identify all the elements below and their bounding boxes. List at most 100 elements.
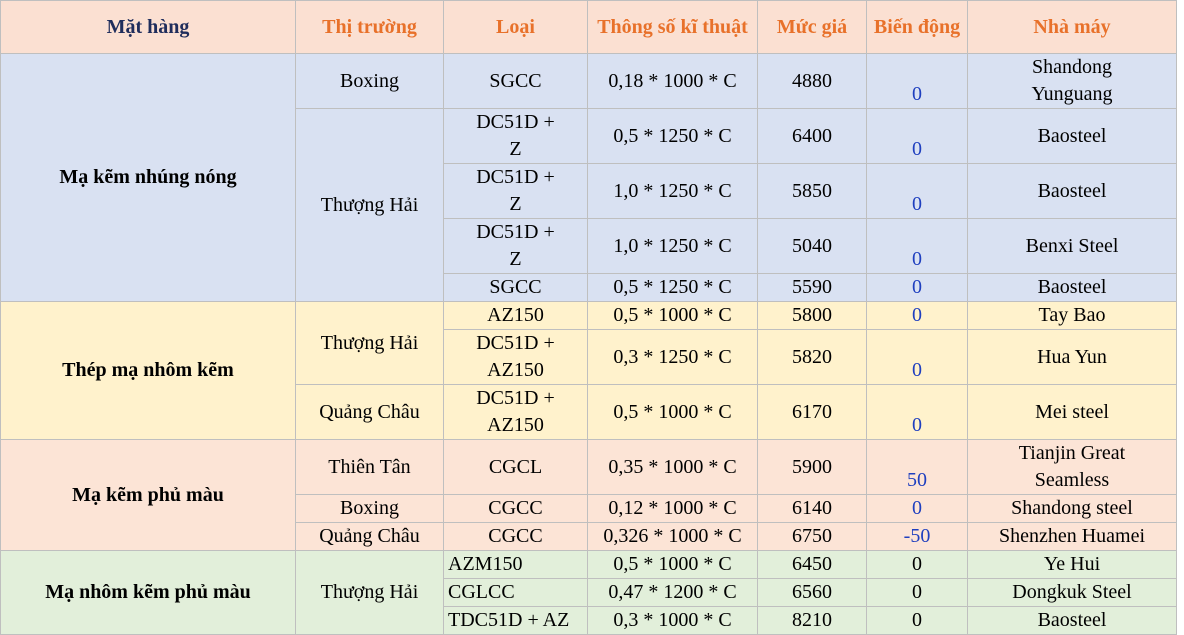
change-cell: -50 xyxy=(866,522,968,551)
table-row: Quảng Châu DC51D + AZ150 0,5 * 1000 * C 617… xyxy=(1,384,1177,440)
factory-cell: Baosteel xyxy=(967,273,1177,302)
price-cell: 5820 xyxy=(757,329,867,385)
spec-cell: 1,0 * 1250 * C xyxy=(587,163,758,219)
market-cell: Boxing xyxy=(295,53,444,109)
factory-cell: Shenzhen Huamei xyxy=(967,522,1177,551)
change-cell: 0 xyxy=(866,606,968,635)
type-cell: DC51D + AZ150 xyxy=(443,384,588,440)
type-cell: CGCL xyxy=(443,439,588,495)
market-cell: Thượng Hải xyxy=(295,108,444,302)
table-row: Boxing CGCC 0,12 * 1000 * C 6140 0 Shandong s… xyxy=(1,494,1177,523)
price-cell: 6560 xyxy=(757,578,867,607)
header-cell: Biến động xyxy=(866,0,968,54)
factory-cell: Mei steel xyxy=(967,384,1177,440)
spec-cell: 0,12 * 1000 * C xyxy=(587,494,758,523)
price-cell: 6750 xyxy=(757,522,867,551)
type-cell: CGLCC xyxy=(443,578,588,607)
factory-cell: Shandong steel xyxy=(967,494,1177,523)
change-cell: 0 xyxy=(866,53,968,109)
table-row: Mạ kẽm phủ màu Thiên Tân CGCL 0,35 * 1000 *… xyxy=(0,439,1177,551)
type-cell: CGCC xyxy=(443,522,588,551)
spec-cell: 0,5 * 1000 * C xyxy=(587,384,758,440)
change-cell: 0 xyxy=(866,578,968,607)
change-cell: 0 xyxy=(866,494,968,523)
market-cell: Thiên Tân xyxy=(295,439,444,495)
spec-cell: 0,5 * 1000 * C xyxy=(587,550,758,579)
price-cell: 6140 xyxy=(757,494,867,523)
spec-cell: 0,3 * 1250 * C xyxy=(587,329,758,385)
price-cell: 5900 xyxy=(757,439,867,495)
product-cell: Mạ kẽm phủ màu xyxy=(0,439,296,551)
price-cell: 5040 xyxy=(757,218,867,274)
type-cell: AZ150 xyxy=(443,301,588,330)
header-cell: Thông số kĩ thuật xyxy=(587,0,758,54)
market-cell: Quảng Châu xyxy=(295,384,444,440)
factory-cell: Dongkuk Steel xyxy=(967,578,1177,607)
table-row: DC51D + AZ150 0,3 * 1250 * C 5820 0 Hua Yun xyxy=(1,329,1177,385)
spec-cell: 0,35 * 1000 * C xyxy=(587,439,758,495)
type-cell: DC51D + AZ150 xyxy=(443,329,588,385)
table-row: Thép mạ nhôm kẽm Thượng Hải AZ150 0,5 * 100… xyxy=(0,301,1177,440)
change-cell: 0 xyxy=(866,108,968,164)
change-cell: 0 xyxy=(866,163,968,219)
change-cell: 50 xyxy=(866,439,968,495)
market-cell: Thượng Hải xyxy=(295,301,444,385)
header-row: Mặt hàng Thị trường Loại Thông số kĩ thuật M… xyxy=(0,0,1177,54)
factory-cell: Ye Hui xyxy=(967,550,1177,579)
type-cell: TDC51D + AZ xyxy=(443,606,588,635)
product-cell: Thép mạ nhôm kẽm xyxy=(0,301,296,440)
price-cell: 6400 xyxy=(757,108,867,164)
header-cell: Thị trường xyxy=(295,0,444,54)
factory-cell: Hua Yun xyxy=(967,329,1177,385)
price-cell: 6170 xyxy=(757,384,867,440)
header-cell: Mặt hàng xyxy=(0,0,296,54)
table-row: Mạ kẽm nhúng nóng Boxing SGCC 0,18 * 1000 *… xyxy=(0,53,1177,302)
price-cell: 5850 xyxy=(757,163,867,219)
factory-cell: Baosteel xyxy=(967,606,1177,635)
product-cell: Mạ kẽm nhúng nóng xyxy=(0,53,296,302)
type-cell: SGCC xyxy=(443,53,588,109)
factory-cell: Baosteel xyxy=(967,108,1177,164)
change-cell: 0 xyxy=(866,384,968,440)
spec-cell: 0,5 * 1250 * C xyxy=(587,273,758,302)
price-cell: 6450 xyxy=(757,550,867,579)
table-row: SGCC 0,5 * 1250 * C 5590 0 Baosteel xyxy=(1,273,1177,302)
type-cell: CGCC xyxy=(443,494,588,523)
market-cell: Boxing xyxy=(295,494,444,523)
factory-cell: Shandong Yunguang xyxy=(967,53,1177,109)
change-cell: 0 xyxy=(866,273,968,302)
price-cell: 8210 xyxy=(757,606,867,635)
type-cell: DC51D + Z xyxy=(443,108,588,164)
spec-cell: 0,3 * 1000 * C xyxy=(587,606,758,635)
table-row: Mạ nhôm kẽm phủ màu Thượng Hải AZM150 0,5 *… xyxy=(0,550,1177,635)
table-row: DC51D + Z 1,0 * 1250 * C 5850 0 Baosteel xyxy=(1,163,1177,219)
market-cell: Quảng Châu xyxy=(295,522,444,551)
spec-cell: 0,326 * 1000 * C xyxy=(587,522,758,551)
type-cell: SGCC xyxy=(443,273,588,302)
type-cell: AZM150 xyxy=(443,550,588,579)
factory-cell: Benxi Steel xyxy=(967,218,1177,274)
type-cell: DC51D + Z xyxy=(443,163,588,219)
type-cell: DC51D + Z xyxy=(443,218,588,274)
table-body: Mạ kẽm nhúng nóng Boxing SGCC 0,18 * 1000 *… xyxy=(0,53,1177,635)
factory-cell: Tay Bao xyxy=(967,301,1177,330)
spec-cell: 1,0 * 1250 * C xyxy=(587,218,758,274)
factory-cell: Tianjin Great Seamless xyxy=(967,439,1177,495)
header-cell: Mức giá xyxy=(757,0,867,54)
price-cell: 4880 xyxy=(757,53,867,109)
change-cell: 0 xyxy=(866,550,968,579)
spec-cell: 0,5 * 1000 * C xyxy=(587,301,758,330)
spec-cell: 0,5 * 1250 * C xyxy=(587,108,758,164)
spec-cell: 0,47 * 1200 * C xyxy=(587,578,758,607)
market-cell: Thượng Hải xyxy=(295,550,444,635)
price-cell: 5800 xyxy=(757,301,867,330)
spec-cell: 0,18 * 1000 * C xyxy=(587,53,758,109)
change-cell: 0 xyxy=(866,301,968,330)
factory-cell: Baosteel xyxy=(967,163,1177,219)
product-cell: Mạ nhôm kẽm phủ màu xyxy=(0,550,296,635)
header-cell: Nhà máy xyxy=(967,0,1177,54)
table-row: Thượng Hải DC51D + Z 0,5 * 1250 * C 6400 0 Ba… xyxy=(1,108,1177,302)
header-cell: Loại xyxy=(443,0,588,54)
